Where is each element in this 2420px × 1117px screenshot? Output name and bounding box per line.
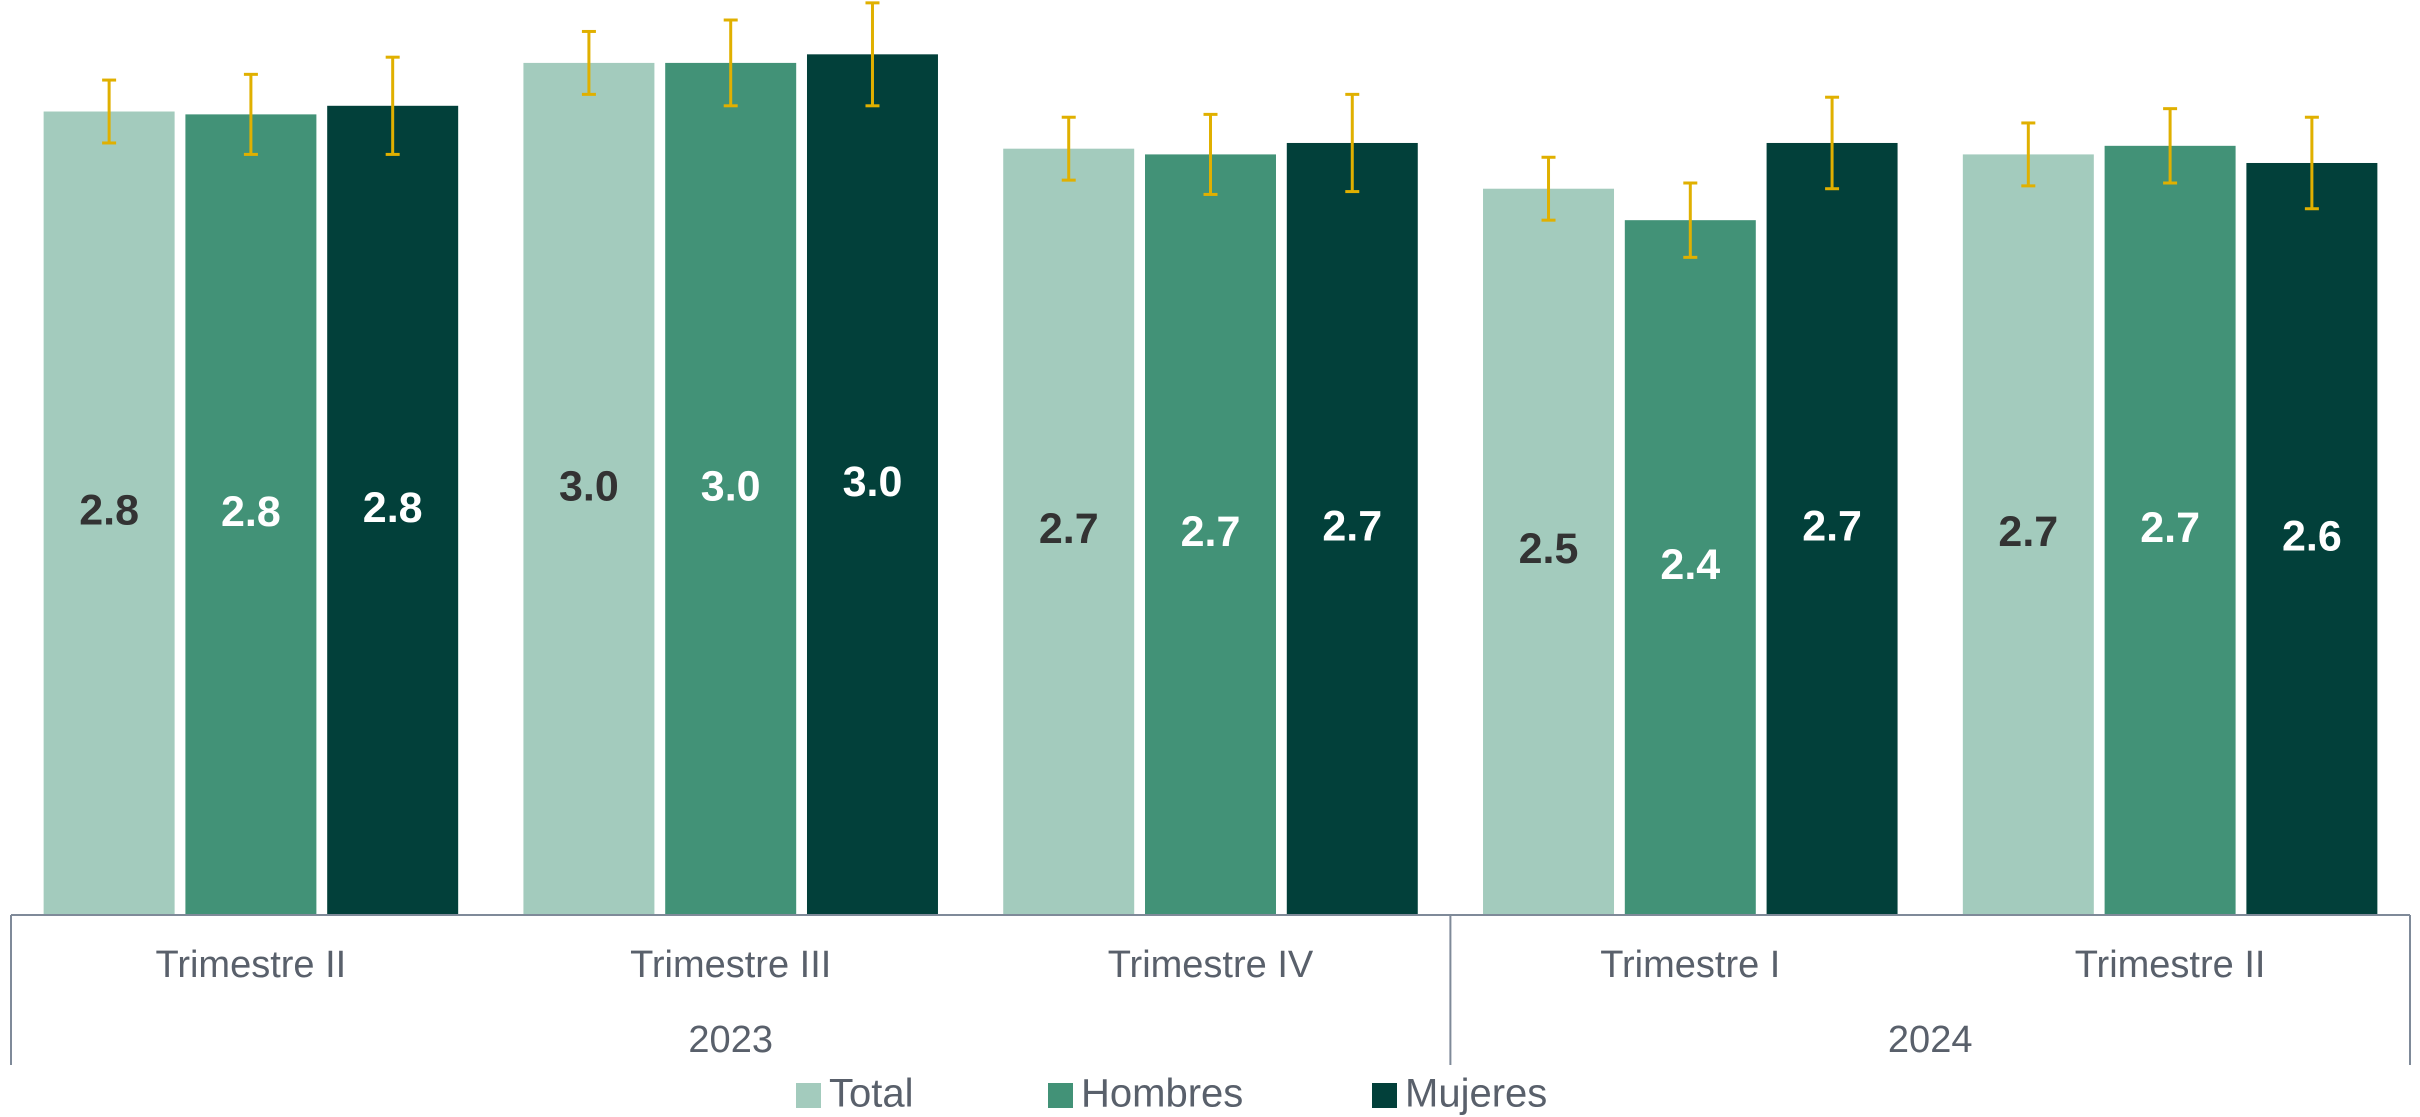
error-bar — [385, 55, 400, 156]
x-tick-label: Trimestre I — [1600, 944, 1780, 986]
data-label: 2.8 — [221, 488, 281, 536]
bar — [1962, 154, 2094, 915]
x-tick-label: Trimestre IV — [1108, 944, 1314, 986]
error-bar — [1541, 155, 1556, 222]
bar — [2104, 145, 2236, 915]
error-bar — [581, 29, 596, 96]
error-bar — [723, 18, 738, 108]
legend-swatch — [1372, 1083, 1397, 1108]
error-bar — [1203, 112, 1218, 196]
x-tick-label: Trimestre II — [2075, 944, 2266, 986]
bar — [806, 54, 938, 915]
data-label: 3.0 — [701, 462, 761, 510]
bar — [1483, 188, 1615, 915]
data-label: 2.8 — [79, 487, 139, 535]
x-group-label: 2024 — [1888, 1019, 1973, 1061]
error-bar — [1061, 115, 1076, 182]
data-label: 2.8 — [363, 484, 423, 532]
bar — [2246, 162, 2378, 915]
bar — [1003, 148, 1135, 915]
error-bar — [1345, 92, 1360, 194]
data-label: 2.7 — [1802, 502, 1862, 550]
legend-label: Mujeres — [1405, 1072, 1547, 1116]
bar — [665, 62, 797, 915]
data-label: 2.7 — [2140, 504, 2200, 552]
error-bar — [243, 72, 258, 156]
data-label: 2.7 — [1181, 508, 1241, 556]
bar — [327, 105, 459, 915]
data-label: 2.7 — [1039, 505, 1099, 553]
error-bar — [2021, 121, 2036, 188]
bar — [523, 62, 655, 915]
x-tick-label: Trimestre III — [630, 944, 831, 986]
data-label: 2.6 — [2282, 512, 2342, 560]
legend-label: Hombres — [1081, 1072, 1243, 1116]
x-tick-label: Trimestre II — [156, 944, 347, 986]
legend-swatch — [1048, 1083, 1073, 1108]
error-bar — [1683, 181, 1698, 259]
bar — [185, 114, 317, 915]
bar — [1766, 142, 1898, 915]
data-label: 2.5 — [1519, 525, 1579, 573]
data-label: 3.0 — [559, 462, 619, 510]
bar — [1624, 220, 1756, 915]
x-group-label: 2023 — [688, 1019, 773, 1061]
bar — [1286, 142, 1418, 915]
error-bar — [102, 78, 117, 145]
error-bar — [865, 1, 880, 108]
data-label: 3.0 — [843, 458, 903, 506]
legend-label: Total — [829, 1072, 914, 1116]
bar — [1145, 154, 1276, 915]
data-label: 2.7 — [1322, 502, 1382, 550]
error-bar — [2304, 115, 2319, 211]
error-bar — [1825, 95, 1840, 191]
legend-swatch — [796, 1083, 821, 1108]
error-bar — [2163, 107, 2178, 185]
data-label: 2.7 — [1998, 508, 2058, 556]
bar — [43, 111, 175, 915]
data-label: 2.4 — [1660, 541, 1720, 589]
